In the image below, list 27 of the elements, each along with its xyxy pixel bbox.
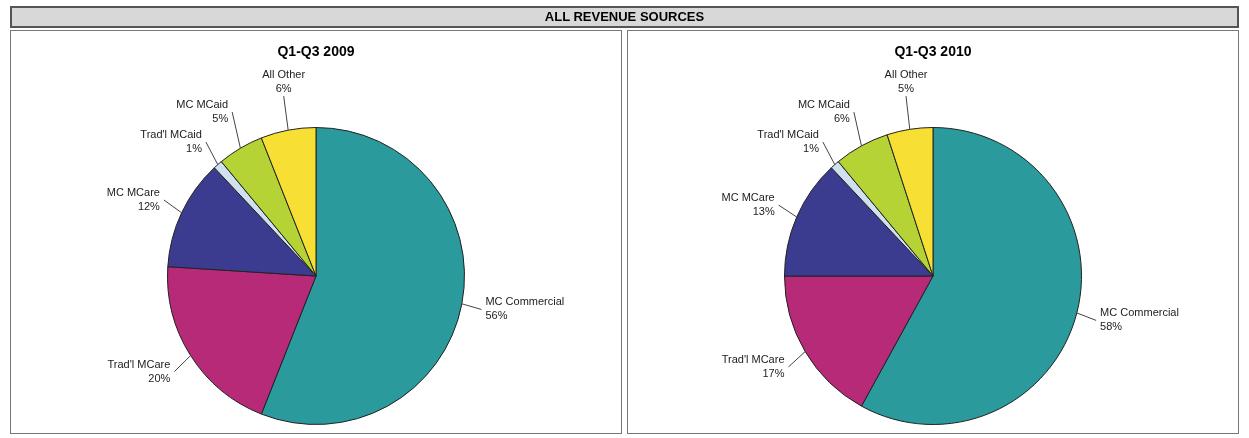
text: ALL REVENUE SOURCES [10,6,1239,28]
chart-title: Q1-Q3 2009 [276,43,356,59]
slice-label: Trad'l MCare [721,352,785,365]
data-label: 5% [212,112,229,125]
data-label: 12% [137,200,161,213]
slice-label: MC MCare [721,191,775,204]
data-label: 6% [275,82,292,95]
data-label: 6% [833,112,851,125]
data-label: 5% [898,82,915,95]
slice-label: MC MCaid [797,98,850,111]
slice-label: MC Commercial [1100,306,1179,319]
slice-label: Trad'l MCaid [757,128,819,141]
slice-label: Trad'l MCare [107,357,171,370]
data-label: 13% [752,205,775,218]
slice-label: All Other [262,68,306,81]
data-label: 56% [485,309,508,322]
slice-label: MC MCare [106,186,160,199]
slice-label: All Other [884,68,928,81]
data-label: 1% [186,142,203,155]
data-label: 58% [1100,320,1123,333]
slice-label: Trad'l MCaid [140,128,202,141]
slice-label: MC MCaid [176,98,229,111]
data-label: 17% [762,366,785,379]
data-label: 20% [148,371,171,384]
chart-title: Q1-Q3 2010 [893,43,973,59]
slice-label: MC Commercial [485,295,565,308]
data-label: 1% [803,142,820,155]
